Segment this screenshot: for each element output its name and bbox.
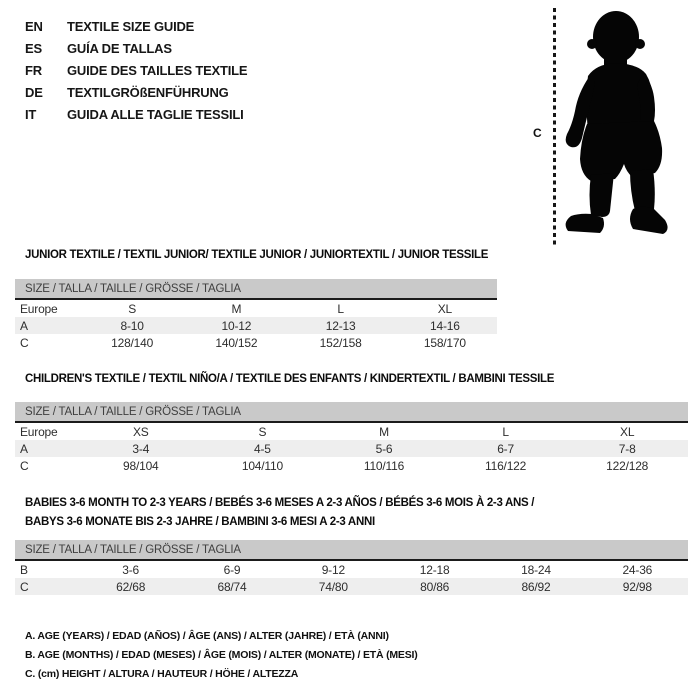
table-cell: 62/68	[116, 579, 146, 594]
table-cell: M	[231, 301, 242, 316]
table-cell: 12-13	[325, 318, 356, 333]
table-cell: 3-6	[122, 562, 140, 577]
table-cell: 6-7	[497, 441, 514, 456]
table-cell: 10-12	[221, 318, 252, 333]
language-row: ES GUÍA DE TALLAS	[25, 38, 247, 60]
row-label: Europe	[20, 424, 58, 439]
language-row: IT GUIDA ALLE TAGLIE TESSILI	[25, 103, 247, 125]
table-cell: S	[128, 301, 137, 316]
table-rows: Europe S M L XL A 8-10 10-12 12-13 14-16 C 128/140 1…	[15, 300, 497, 351]
row-label: C	[20, 335, 29, 350]
table-cell: 152/158	[319, 335, 362, 350]
table-cell: 80/86	[420, 579, 450, 594]
table-cell: XS	[132, 424, 149, 439]
table-row: A 8-10 10-12 12-13 14-16	[15, 317, 497, 334]
table-cell: 116/122	[485, 458, 527, 473]
language-label: TEXTILGRÖßENFÜHRUNG	[67, 84, 229, 100]
table-row: C 62/68 68/74 74/80 80/86 86/92 92/98	[15, 578, 688, 595]
table-cell: XL	[437, 301, 453, 316]
table-cell: 98/104	[123, 458, 159, 473]
language-row: EN TEXTILE SIZE GUIDE	[25, 16, 247, 38]
table-cell: 158/170	[423, 335, 466, 350]
table-cell: 14-16	[430, 318, 460, 333]
table-title: JUNIOR TEXTILE / TEXTIL JUNIOR/ TEXTILE …	[25, 249, 489, 261]
table-cell: 7-8	[618, 441, 636, 456]
note-line: C. (cm) HEIGHT / ALTURA / HAUTEUR / HÖHE…	[25, 668, 299, 680]
table-cell: 5-6	[375, 441, 393, 456]
table-cell: 8-10	[120, 318, 144, 333]
size-table: BABIES 3-6 MONTH TO 2-3 YEARS / BEBÉS 3-…	[15, 494, 688, 595]
notes-list: A. AGE (YEARS) / EDAD (AÑOS) / ÂGE (ANS)…	[25, 627, 418, 684]
language-row: DE TEXTILGRÖßENFÜHRUNG	[25, 81, 247, 103]
table-cell: 92/98	[622, 579, 652, 594]
table-cell: 9-12	[321, 562, 345, 577]
row-label: A	[20, 441, 28, 456]
table-cell: 140/152	[215, 335, 258, 350]
toddler-silhouette	[565, 11, 668, 234]
table-cell: 86/92	[521, 579, 551, 594]
table-rows: B 3-6 6-9 9-12 12-18 18-24 24-36 C 62/68 68/74 74/…	[15, 561, 688, 595]
row-label: C	[20, 579, 29, 594]
table-row: Europe XS S M L XL	[15, 423, 688, 440]
table-cell: 24-36	[622, 562, 653, 577]
table-row: Europe S M L XL	[15, 300, 497, 317]
table-title: BABIES 3-6 MONTH TO 2-3 YEARS / BEBÉS 3-…	[25, 497, 535, 528]
row-label: B	[20, 562, 28, 577]
table-cell: 12-18	[419, 562, 450, 577]
row-label: C	[20, 458, 29, 473]
language-list: EN TEXTILE SIZE GUIDE ES GUÍA DE TALLAS FR GU…	[25, 16, 248, 125]
size-table: CHILDREN'S TEXTILE / TEXTIL NIÑO/A / TEX…	[15, 370, 688, 474]
table-cell: 18-24	[521, 562, 551, 577]
table-cell: 68/74	[217, 579, 247, 594]
note-line: B. AGE (MONTHS) / EDAD (MESES) / ÂGE (MO…	[25, 649, 418, 661]
language-label: TEXTILE SIZE GUIDE	[67, 19, 195, 35]
table-title: CHILDREN'S TEXTILE / TEXTIL NIÑO/A / TEX…	[25, 373, 555, 385]
table-cell: 4-5	[254, 441, 271, 456]
table-row: C 128/140 140/152 152/158 158/170	[15, 334, 497, 351]
table-size-header: SIZE / TALLA / TAILLE / GRÖSSE / TAGLIA	[15, 540, 688, 561]
table-rows: Europe XS S M L XL A 3-4 4-5 5-6 6-7 7-8 C 98/104 104/…	[15, 423, 688, 474]
table-cell: M	[379, 424, 389, 439]
table-cell: S	[258, 424, 267, 439]
language-code: FR	[25, 62, 42, 78]
table-cell: 110/116	[363, 458, 405, 473]
table-row: C 98/104 104/110 110/116 116/122 122/128	[15, 457, 688, 474]
language-row: FR GUIDE DES TAILLES TEXTILE	[25, 60, 248, 82]
table-row: A 3-4 4-5 5-6 6-7 7-8	[15, 440, 688, 457]
row-label: Europe	[20, 301, 58, 316]
language-label: GUÍA DE TALLAS	[67, 41, 172, 57]
table-size-header: SIZE / TALLA / TAILLE / GRÖSSE / TAGLIA	[15, 402, 688, 423]
language-code: ES	[25, 41, 42, 57]
table-cell: 104/110	[241, 458, 283, 473]
language-code: EN	[25, 19, 43, 35]
language-code: DE	[25, 84, 43, 100]
table-cell: 122/128	[606, 458, 649, 473]
table-cell: 3-4	[132, 441, 150, 456]
height-measure-label: C	[533, 126, 542, 140]
table-cell: 128/140	[111, 335, 154, 350]
height-measure-line	[553, 8, 556, 246]
table-cell: L	[502, 424, 509, 439]
note-line: A. AGE (YEARS) / EDAD (AÑOS) / ÂGE (ANS)…	[25, 630, 389, 642]
language-code: IT	[25, 106, 37, 122]
table-size-header: SIZE / TALLA / TAILLE / GRÖSSE / TAGLIA	[15, 279, 497, 300]
table-cell: L	[337, 301, 344, 316]
table-cell: 74/80	[318, 579, 348, 594]
row-label: A	[20, 318, 28, 333]
table-cell: XL	[620, 424, 635, 439]
table-row: B 3-6 6-9 9-12 12-18 18-24 24-36	[15, 561, 688, 578]
table-cell: 6-9	[223, 562, 241, 577]
language-label: GUIDE DES TAILLES TEXTILE	[67, 62, 248, 78]
size-table: JUNIOR TEXTILE / TEXTIL JUNIOR/ TEXTILE …	[15, 246, 497, 351]
language-label: GUIDA ALLE TAGLIE TESSILI	[67, 106, 244, 122]
